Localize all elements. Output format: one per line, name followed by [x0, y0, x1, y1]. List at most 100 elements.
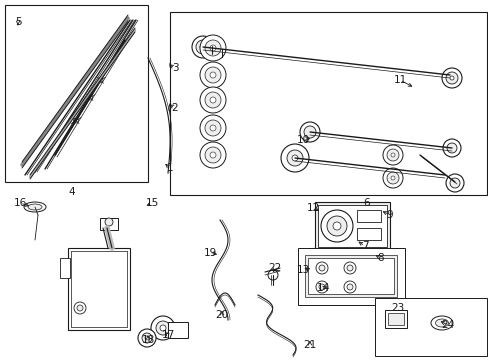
Text: 11: 11: [392, 75, 406, 85]
Circle shape: [145, 336, 149, 340]
Circle shape: [320, 210, 352, 242]
Text: 2: 2: [171, 103, 178, 113]
Circle shape: [204, 147, 221, 163]
Text: 16: 16: [13, 198, 26, 208]
Circle shape: [346, 284, 352, 290]
Circle shape: [74, 302, 86, 314]
Bar: [374, 298, 486, 356]
Circle shape: [209, 97, 216, 103]
Circle shape: [173, 103, 183, 113]
Circle shape: [142, 333, 152, 343]
Ellipse shape: [430, 316, 452, 330]
Circle shape: [446, 143, 456, 153]
Circle shape: [390, 153, 394, 157]
Text: 7: 7: [361, 241, 367, 251]
Circle shape: [386, 149, 398, 161]
Circle shape: [343, 262, 355, 274]
Bar: [356, 228, 380, 240]
Circle shape: [281, 144, 308, 172]
Circle shape: [360, 234, 378, 252]
Text: 20: 20: [215, 310, 228, 320]
Circle shape: [151, 316, 175, 340]
Bar: [384, 310, 406, 328]
Text: 10: 10: [296, 135, 309, 145]
Circle shape: [449, 178, 459, 188]
Circle shape: [390, 176, 394, 180]
Circle shape: [209, 125, 216, 131]
Circle shape: [318, 265, 325, 271]
Circle shape: [173, 60, 182, 69]
Bar: [71, 251, 127, 327]
Circle shape: [326, 216, 346, 236]
Circle shape: [77, 305, 83, 311]
Circle shape: [318, 284, 325, 290]
Circle shape: [209, 72, 216, 78]
Circle shape: [442, 139, 460, 157]
Circle shape: [105, 218, 113, 226]
Circle shape: [200, 44, 205, 50]
Circle shape: [286, 150, 303, 166]
Text: 19: 19: [203, 248, 216, 258]
Text: 24: 24: [441, 320, 454, 330]
Text: 14: 14: [316, 283, 329, 293]
Circle shape: [160, 325, 165, 331]
Text: 23: 23: [390, 303, 404, 313]
Circle shape: [204, 67, 221, 83]
Circle shape: [170, 57, 185, 73]
Bar: [170, 12, 486, 195]
Text: 12: 12: [306, 203, 319, 213]
Bar: [5, 5, 148, 182]
Circle shape: [382, 145, 402, 165]
Text: 13: 13: [296, 265, 309, 275]
Circle shape: [200, 87, 225, 113]
Text: 15: 15: [145, 198, 158, 208]
Circle shape: [200, 35, 225, 61]
Circle shape: [304, 126, 315, 138]
Circle shape: [156, 321, 170, 335]
Circle shape: [372, 251, 386, 265]
Circle shape: [176, 63, 179, 67]
Text: 21: 21: [303, 340, 316, 350]
Circle shape: [299, 122, 319, 142]
Circle shape: [209, 45, 216, 51]
Circle shape: [200, 115, 225, 141]
Bar: [68, 248, 130, 330]
Circle shape: [382, 168, 402, 188]
Text: 22: 22: [268, 263, 281, 273]
Ellipse shape: [28, 204, 42, 210]
Circle shape: [73, 118, 79, 123]
Text: 3: 3: [171, 63, 178, 73]
Circle shape: [138, 329, 156, 347]
Circle shape: [200, 142, 225, 168]
Circle shape: [445, 174, 463, 192]
Ellipse shape: [435, 319, 447, 327]
Circle shape: [204, 120, 221, 136]
Circle shape: [343, 281, 355, 293]
Bar: [317, 205, 386, 247]
Bar: [314, 202, 389, 250]
Circle shape: [176, 106, 180, 110]
Circle shape: [291, 155, 297, 161]
Circle shape: [87, 95, 92, 100]
Circle shape: [196, 40, 209, 54]
Bar: [168, 322, 187, 338]
Circle shape: [386, 172, 398, 184]
Circle shape: [445, 72, 457, 84]
Circle shape: [169, 99, 186, 117]
Circle shape: [375, 254, 383, 262]
Bar: [387, 313, 403, 325]
Text: 6: 6: [363, 198, 369, 208]
Circle shape: [364, 238, 374, 248]
Circle shape: [441, 68, 461, 88]
Bar: [305, 255, 396, 297]
Circle shape: [98, 78, 103, 83]
Circle shape: [346, 265, 352, 271]
Circle shape: [449, 76, 453, 80]
Text: 4: 4: [68, 187, 75, 197]
Text: 5: 5: [15, 17, 21, 27]
Circle shape: [192, 36, 214, 58]
Bar: [100, 218, 118, 230]
Bar: [60, 258, 70, 278]
Text: 17: 17: [161, 330, 174, 340]
Bar: [71, 251, 127, 327]
